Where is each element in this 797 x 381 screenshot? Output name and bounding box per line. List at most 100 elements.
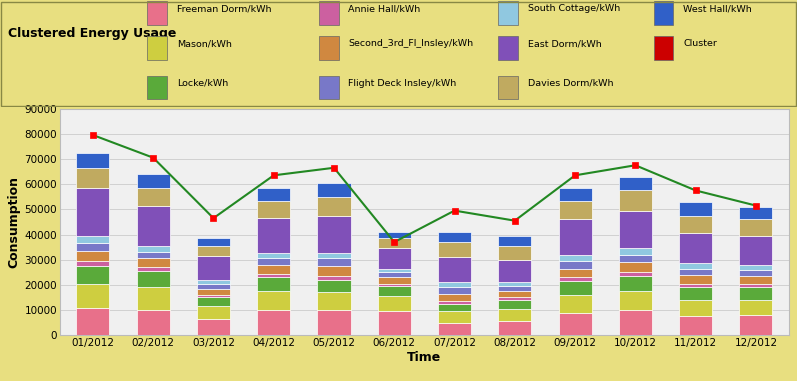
Bar xyxy=(679,202,713,216)
Bar xyxy=(77,243,109,251)
Bar xyxy=(197,256,230,280)
Bar xyxy=(77,307,109,335)
Bar xyxy=(438,287,471,294)
Text: Clustered Energy Usage: Clustered Energy Usage xyxy=(8,27,176,40)
Text: Second_3rd_Fl_Insley/kWh: Second_3rd_Fl_Insley/kWh xyxy=(348,40,473,48)
Bar xyxy=(197,238,230,246)
Bar xyxy=(197,283,230,289)
Y-axis label: Consumption: Consumption xyxy=(7,176,20,268)
Bar xyxy=(740,236,772,265)
Bar xyxy=(559,295,591,312)
Text: South Cottage/kWh: South Cottage/kWh xyxy=(528,4,620,13)
Bar xyxy=(378,311,410,335)
Bar xyxy=(317,197,351,216)
Bar xyxy=(438,323,471,335)
Bar xyxy=(679,275,713,283)
Bar xyxy=(498,298,532,300)
Bar xyxy=(618,272,652,276)
Bar xyxy=(618,276,652,291)
Bar xyxy=(679,216,713,233)
Bar xyxy=(257,265,290,274)
Bar xyxy=(498,282,532,286)
Bar xyxy=(740,315,772,335)
Bar xyxy=(378,269,410,272)
Bar xyxy=(498,300,532,309)
Bar xyxy=(257,253,290,258)
FancyBboxPatch shape xyxy=(654,1,673,24)
Bar xyxy=(618,255,652,262)
Bar xyxy=(197,295,230,298)
Bar xyxy=(136,206,170,246)
FancyBboxPatch shape xyxy=(654,36,673,60)
Bar xyxy=(740,283,772,287)
Bar xyxy=(740,276,772,283)
Bar xyxy=(438,282,471,287)
Bar xyxy=(740,207,772,219)
Bar xyxy=(498,286,532,291)
Bar xyxy=(618,310,652,335)
Bar xyxy=(317,253,351,258)
Bar xyxy=(317,216,351,253)
Bar xyxy=(136,188,170,206)
Text: West Hall/kWh: West Hall/kWh xyxy=(683,4,752,13)
Bar xyxy=(559,261,591,269)
Bar xyxy=(498,246,532,260)
FancyBboxPatch shape xyxy=(498,76,518,99)
Bar xyxy=(679,287,713,300)
FancyBboxPatch shape xyxy=(319,76,339,99)
FancyBboxPatch shape xyxy=(498,36,518,60)
Bar xyxy=(197,246,230,256)
FancyBboxPatch shape xyxy=(319,1,339,24)
Bar xyxy=(618,248,652,255)
Bar xyxy=(77,153,109,168)
Bar xyxy=(559,200,591,219)
Bar xyxy=(317,276,351,280)
Bar xyxy=(197,306,230,319)
Bar xyxy=(498,322,532,335)
Bar xyxy=(740,300,772,315)
Bar xyxy=(257,218,290,253)
FancyBboxPatch shape xyxy=(319,36,339,60)
Bar xyxy=(679,300,713,316)
Bar xyxy=(618,177,652,190)
Bar xyxy=(679,269,713,275)
Bar xyxy=(559,188,591,200)
Bar xyxy=(136,310,170,335)
Bar xyxy=(257,258,290,265)
Bar xyxy=(740,270,772,276)
Bar xyxy=(136,271,170,287)
Bar xyxy=(438,301,471,304)
Bar xyxy=(740,265,772,270)
Bar xyxy=(740,219,772,236)
FancyBboxPatch shape xyxy=(498,1,518,24)
X-axis label: Time: Time xyxy=(407,351,442,364)
Bar xyxy=(679,233,713,264)
Text: Davies Dorm/kWh: Davies Dorm/kWh xyxy=(528,79,613,88)
FancyBboxPatch shape xyxy=(147,1,167,24)
Bar xyxy=(438,242,471,257)
Bar xyxy=(77,283,109,307)
Bar xyxy=(740,287,772,300)
Text: Mason/kWh: Mason/kWh xyxy=(177,40,232,48)
Bar xyxy=(559,269,591,277)
Bar xyxy=(378,232,410,238)
Bar xyxy=(618,291,652,310)
Bar xyxy=(136,258,170,267)
Bar xyxy=(257,310,290,335)
Text: Annie Hall/kWh: Annie Hall/kWh xyxy=(348,4,421,13)
Bar xyxy=(378,272,410,277)
Bar xyxy=(618,190,652,211)
FancyBboxPatch shape xyxy=(147,36,167,60)
Bar xyxy=(317,258,351,266)
Bar xyxy=(77,236,109,243)
Bar xyxy=(77,251,109,261)
Bar xyxy=(136,287,170,310)
Bar xyxy=(378,296,410,311)
Bar xyxy=(438,304,471,311)
Bar xyxy=(197,289,230,295)
Bar xyxy=(197,280,230,283)
Bar xyxy=(679,264,713,269)
Bar xyxy=(378,238,410,248)
Bar xyxy=(317,310,351,335)
Bar xyxy=(257,291,290,310)
